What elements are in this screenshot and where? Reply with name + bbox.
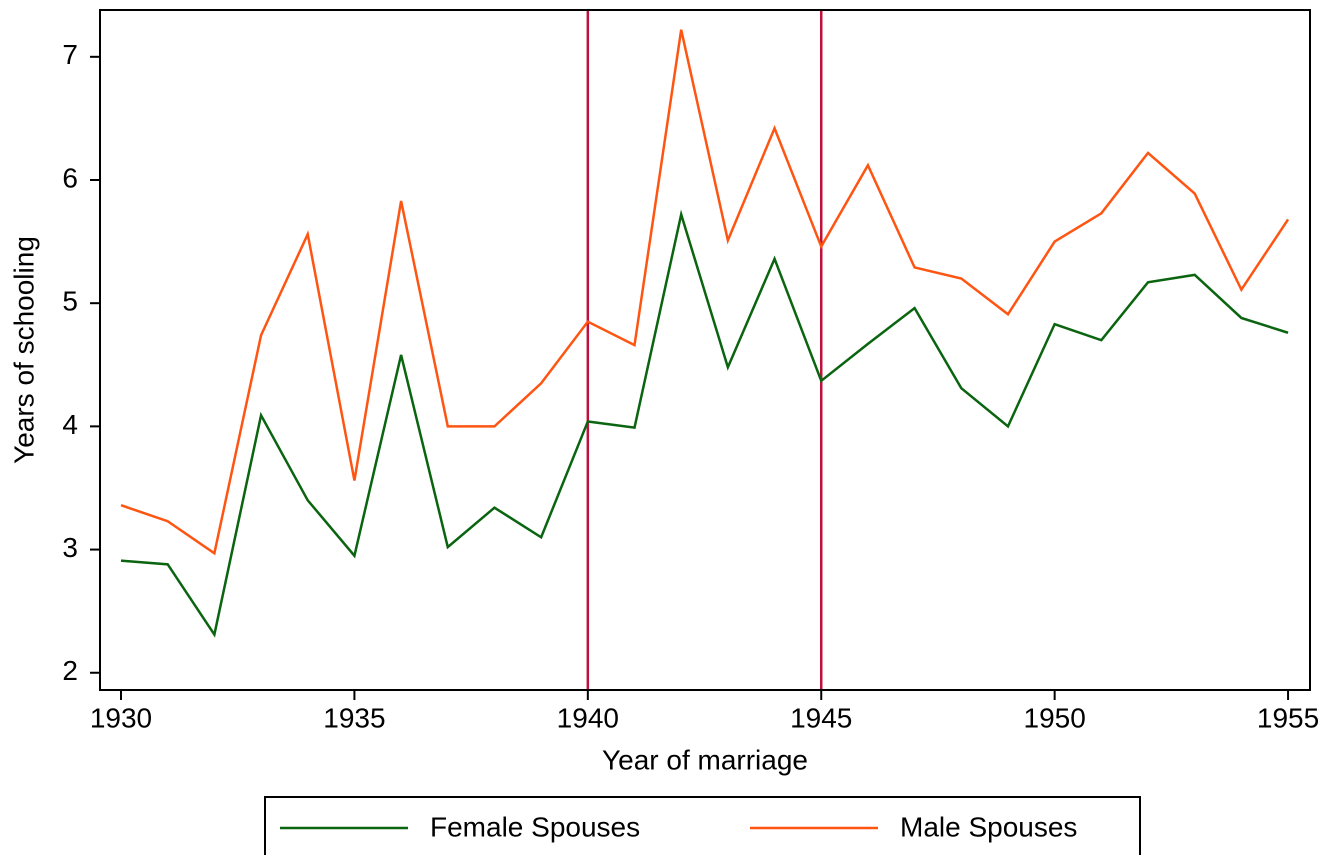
y-tick-label: 6 <box>62 162 78 193</box>
x-tick-label: 1930 <box>90 702 152 733</box>
legend-label: Female Spouses <box>430 811 640 842</box>
y-tick-label: 3 <box>62 532 78 563</box>
y-tick-label: 5 <box>62 286 78 317</box>
plot-frame <box>99 9 1311 691</box>
y-axis-label: Years of schooling <box>8 236 39 464</box>
y-tick-label: 2 <box>62 655 78 686</box>
x-axis-label: Year of marriage <box>602 744 808 775</box>
legend-label: Male Spouses <box>900 811 1077 842</box>
y-tick-label: 7 <box>62 39 78 70</box>
series-line <box>120 29 1290 556</box>
x-tick-label: 1935 <box>323 702 385 733</box>
x-tick-label: 1950 <box>1024 702 1086 733</box>
x-tick-label: 1955 <box>1257 702 1319 733</box>
legend-box <box>264 796 1141 855</box>
y-tick-label: 4 <box>62 409 78 440</box>
x-tick-label: 1945 <box>790 702 852 733</box>
series-line <box>120 209 1289 638</box>
x-tick-label: 1940 <box>557 702 619 733</box>
